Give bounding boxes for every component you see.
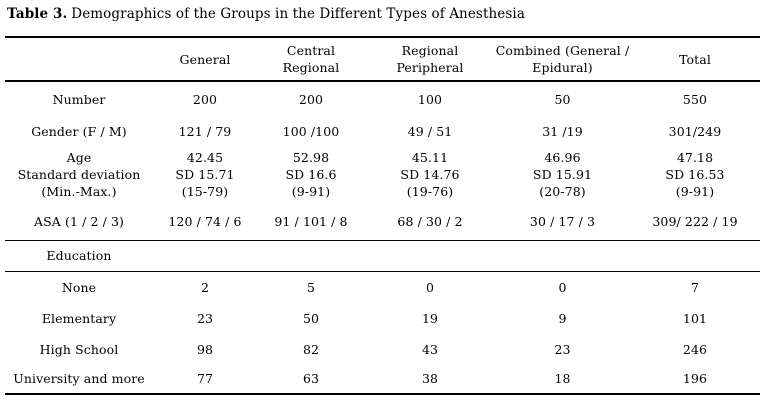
data-cell: 100 /100 [282, 123, 340, 139]
row-label: None [61, 279, 97, 295]
data-cell: 5 [306, 279, 316, 295]
table-row-gender: Gender (F / M) 121 / 79 100 /100 49 / 51… [5, 116, 760, 146]
table-caption-text: Demographics of the Groups in the Differ… [71, 6, 525, 22]
data-cell [365, 240, 495, 272]
data-cell [153, 240, 257, 272]
data-cell: 50 [554, 91, 571, 107]
data-cell: 9 [558, 311, 567, 326]
table-row-education-section: Education [5, 240, 760, 272]
data-cell: 301/249 [668, 123, 722, 139]
data-cell: 43 [421, 341, 439, 357]
row-label: Age Standard deviation (Min.-Max.) [17, 150, 141, 199]
data-cell: 30 / 17 / 3 [495, 203, 630, 241]
data-cell: 42.45 SD 15.71 (15-79) [175, 150, 235, 199]
data-cell: 121 / 79 [178, 123, 232, 139]
data-cell: 0 [425, 279, 435, 295]
data-cell: 63 [302, 371, 320, 386]
demographics-table: General Central Regional Regional Periph… [5, 36, 760, 395]
data-cell: 49 / 51 [407, 123, 453, 139]
row-label: Number [52, 91, 106, 107]
data-cell: 47.18 SD 16.53 (9-91) [665, 150, 725, 199]
data-cell: 91 / 101 / 8 [257, 203, 365, 241]
data-cell: 246 [682, 341, 708, 357]
column-header-combined: Combined (General / Epidural) [495, 37, 630, 82]
data-cell [630, 240, 760, 272]
table-row-age: Age Standard deviation (Min.-Max.) 42.45… [5, 146, 760, 203]
column-header-regional-peripheral: Regional Peripheral [365, 37, 495, 82]
table-row-high-school: High School 98 82 43 23 246 [5, 334, 760, 364]
table-row-university: University and more 77 63 38 18 196 [5, 364, 760, 394]
data-cell: 77 [196, 371, 214, 386]
data-cell: 196 [682, 371, 708, 386]
row-label: High School [39, 341, 119, 357]
table-caption-number: Table 3. [7, 6, 68, 22]
data-cell: 31 /19 [542, 123, 583, 139]
header-row: General Central Regional Regional Periph… [5, 37, 760, 82]
data-cell: 38 [421, 371, 439, 386]
row-label: University and more [13, 371, 145, 386]
column-header-empty [5, 37, 153, 82]
column-header-total: Total [630, 37, 760, 82]
data-cell: 309/ 222 / 19 [630, 203, 760, 241]
data-cell: 19 [421, 311, 439, 326]
data-cell: 45.11 SD 14.76 (19-76) [400, 150, 460, 199]
data-cell: 2 [200, 279, 210, 295]
data-cell: 550 [682, 91, 708, 107]
row-label: Elementary [41, 311, 117, 326]
data-cell: 23 [554, 341, 571, 357]
column-header-general: General [153, 37, 257, 82]
data-cell: 52.98 SD 16.6 (9-91) [285, 150, 337, 199]
data-cell: 120 / 74 / 6 [153, 203, 257, 241]
data-cell: 100 [417, 91, 443, 107]
data-cell: 82 [302, 341, 320, 357]
data-cell: 46.96 SD 15.91 (20-78) [532, 150, 593, 199]
data-cell: 18 [554, 371, 571, 386]
data-cell [495, 240, 630, 272]
data-cell: 23 [196, 311, 214, 326]
table-row-number: Number 200 200 100 50 550 [5, 81, 760, 116]
table-row-asa: ASA (1 / 2 / 3) 120 / 74 / 6 91 / 101 / … [5, 203, 760, 241]
row-label: Gender (F / M) [31, 123, 127, 139]
data-cell: 68 / 30 / 2 [365, 203, 495, 241]
data-cell: 98 [196, 341, 214, 357]
data-cell: 50 [302, 311, 320, 326]
data-cell: 200 [298, 91, 324, 107]
data-cell: 101 [682, 311, 708, 326]
data-cell: 0 [558, 279, 567, 295]
section-label: Education [5, 240, 153, 272]
column-header-central-regional: Central Regional [257, 37, 365, 82]
row-label: ASA (1 / 2 / 3) [5, 203, 153, 241]
table-caption: Table 3. Demographics of the Groups in th… [7, 6, 525, 22]
data-cell: 200 [192, 91, 218, 107]
data-cell [257, 240, 365, 272]
data-cell: 7 [690, 279, 700, 295]
table-row-elementary: Elementary 23 50 19 9 101 [5, 303, 760, 334]
table-row-none: None 2 5 0 0 7 [5, 271, 760, 303]
